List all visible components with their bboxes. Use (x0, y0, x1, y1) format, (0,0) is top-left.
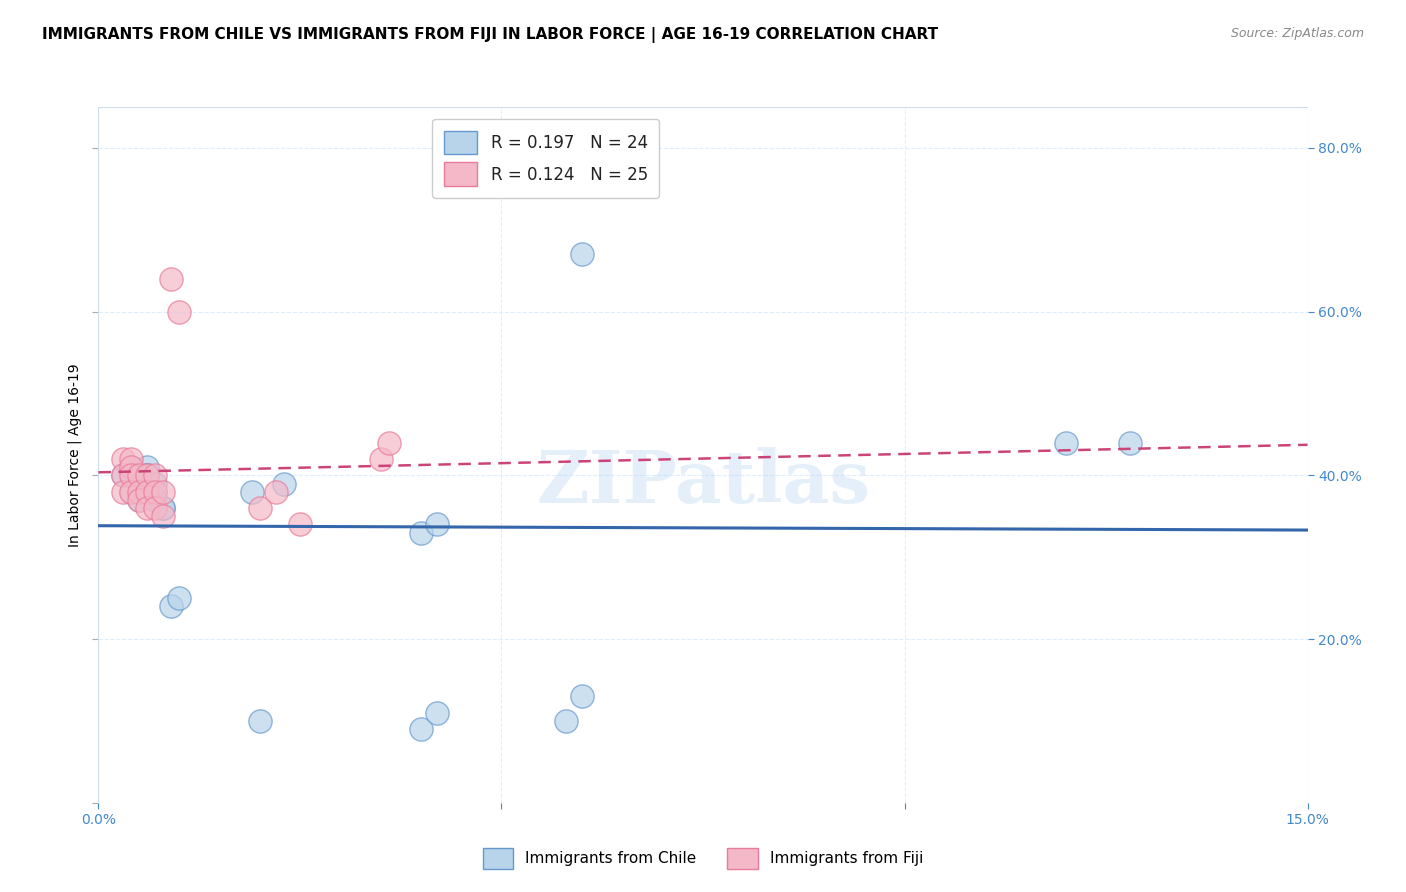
Point (152, 484, 174, 499)
Text: ZIPatlas: ZIPatlas (536, 447, 870, 518)
Legend: R = 0.197   N = 24, R = 0.124   N = 25: R = 0.197 N = 24, R = 0.124 N = 25 (432, 119, 659, 198)
Point (120, 452, 142, 467)
Point (120, 468, 142, 483)
Point (128, 484, 150, 499)
Point (1119, 435, 1142, 450)
Point (111, 468, 134, 483)
Y-axis label: In Labor Force | Age 16-19: In Labor Force | Age 16-19 (67, 363, 83, 547)
Point (143, 492, 166, 507)
Point (135, 468, 157, 483)
Point (143, 476, 166, 491)
Point (409, 722, 432, 736)
Point (111, 468, 134, 483)
Point (160, 272, 183, 286)
Point (128, 492, 150, 507)
Point (143, 484, 166, 499)
Legend: Immigrants from Chile, Immigrants from Fiji: Immigrants from Chile, Immigrants from F… (477, 841, 929, 875)
Point (135, 501, 157, 516)
Point (128, 468, 150, 483)
Point (152, 501, 174, 516)
Point (111, 452, 134, 467)
Point (143, 484, 166, 499)
Text: Source: ZipAtlas.com: Source: ZipAtlas.com (1230, 27, 1364, 40)
Point (264, 484, 287, 499)
Point (273, 476, 295, 491)
Point (135, 484, 157, 499)
Point (426, 706, 449, 720)
Point (370, 452, 392, 467)
Point (143, 468, 166, 483)
Point (240, 484, 263, 499)
Point (128, 468, 150, 483)
Point (135, 468, 157, 483)
Point (120, 484, 142, 499)
Point (111, 484, 134, 499)
Point (426, 517, 449, 532)
Point (571, 247, 593, 261)
Point (160, 599, 183, 614)
Point (120, 468, 142, 483)
Point (377, 435, 399, 450)
Point (249, 714, 271, 728)
Point (135, 460, 157, 475)
Point (288, 517, 311, 532)
Point (555, 714, 578, 728)
Point (128, 492, 150, 507)
Point (120, 484, 142, 499)
Point (120, 460, 142, 475)
Point (409, 525, 432, 540)
Text: IMMIGRANTS FROM CHILE VS IMMIGRANTS FROM FIJI IN LABOR FORCE | AGE 16-19 CORRELA: IMMIGRANTS FROM CHILE VS IMMIGRANTS FROM… (42, 27, 938, 43)
Point (167, 304, 190, 318)
Point (152, 509, 174, 524)
Point (571, 690, 593, 704)
Point (152, 501, 174, 516)
Point (128, 484, 150, 499)
Point (249, 501, 271, 516)
Point (135, 468, 157, 483)
Point (167, 591, 190, 606)
Point (1054, 435, 1077, 450)
Point (135, 484, 157, 499)
Point (143, 501, 166, 516)
